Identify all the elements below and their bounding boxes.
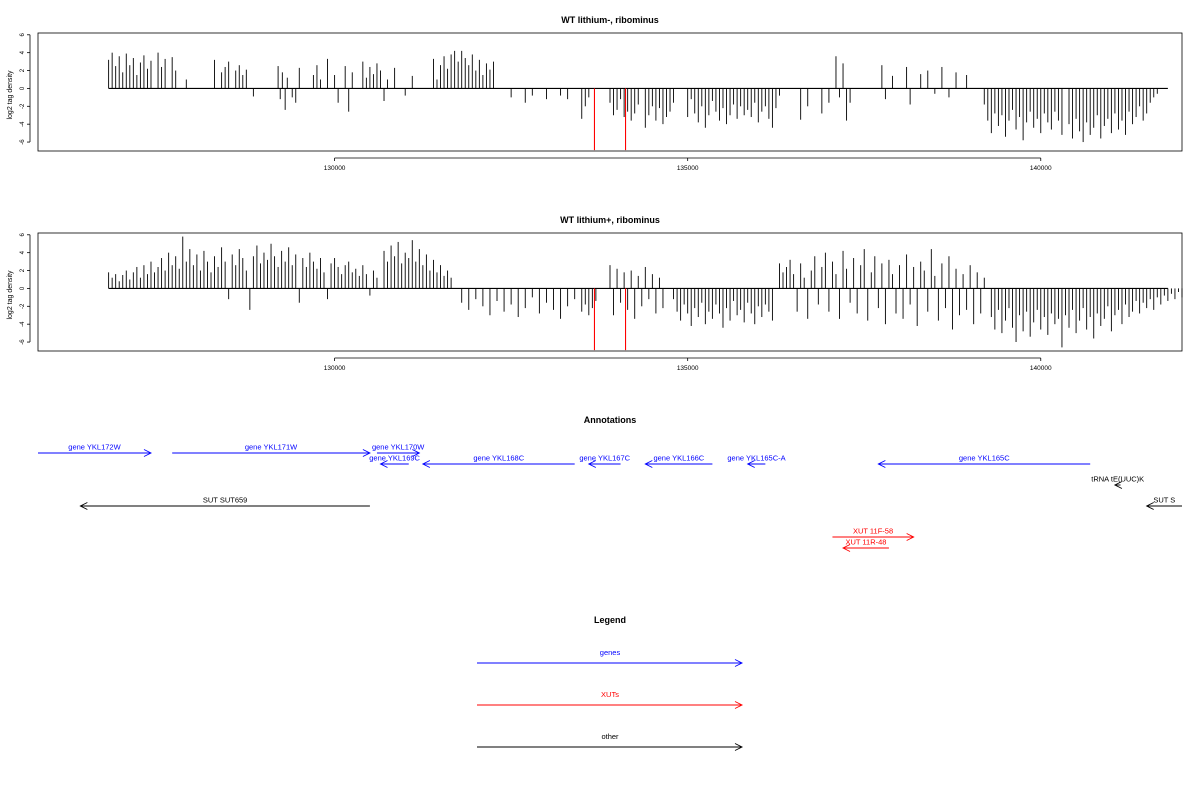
y-tick-label: 6 — [20, 232, 26, 236]
y-tick-label: -6 — [20, 139, 26, 145]
y-axis: -6 -4 -2 0 2 4 6 — [20, 232, 31, 345]
plot-frame — [37, 32, 1183, 152]
panel-title: WT lithium+, ribominus — [560, 215, 660, 225]
legend-label: XUTs — [601, 690, 619, 699]
feature-arrow — [1113, 481, 1123, 489]
plot-frame — [37, 232, 1183, 352]
x-tick-label: 130000 — [324, 365, 346, 372]
feature-label: gene YKL172W — [68, 443, 121, 452]
y-tick-label: 0 — [20, 86, 26, 90]
y-tick-label: 2 — [20, 68, 26, 72]
panel-title: WT lithium-, ribominus — [561, 15, 659, 25]
feature-label: XUT 11F-58 — [853, 527, 893, 536]
feature-arrow — [172, 449, 371, 457]
bar-marks — [108, 50, 1168, 151]
feature-arrow — [877, 460, 1091, 468]
y-axis-label: log2 tag density — [7, 270, 14, 320]
y-tick-label: -6 — [20, 339, 26, 345]
y-tick-label: -4 — [20, 121, 26, 127]
x-axis: 130000 135000 140000 — [324, 357, 1052, 372]
annotations-title: Annotations — [584, 415, 637, 425]
feature-label: SUT SUT659 — [203, 496, 247, 505]
feature-arrow — [421, 460, 575, 468]
feature-label: XUT 11R-48 — [845, 538, 886, 547]
track-panel-lithium-minus: WT lithium-, ribominus log2 tag density … — [7, 15, 1183, 172]
legend-items: genes XUTs other — [477, 648, 744, 751]
feature-arrow — [587, 460, 621, 468]
y-axis-label: log2 tag density — [7, 70, 14, 120]
y-axis: -6 -4 -2 0 2 4 6 — [20, 32, 31, 145]
legend-title: Legend — [594, 615, 626, 625]
x-tick-label: 135000 — [677, 365, 699, 372]
y-tick-label: -2 — [20, 103, 26, 109]
y-tick-label: -4 — [20, 321, 26, 327]
x-tick-label: 130000 — [324, 165, 346, 172]
feature-arrow — [832, 533, 915, 541]
y-tick-label: 2 — [20, 268, 26, 272]
feature-arrow — [644, 460, 713, 468]
feature-marks: gene YKL172W gene YKL171W gene YKL170W gene… — [38, 443, 1182, 552]
x-tick-label: 140000 — [1030, 165, 1052, 172]
feature-arrow — [379, 460, 409, 468]
y-tick-label: 4 — [20, 50, 26, 54]
x-tick-label: 135000 — [677, 165, 699, 172]
feature-label: gene YKL166C — [653, 454, 704, 463]
feature-arrow — [746, 460, 766, 468]
feature-arrow — [1145, 502, 1182, 510]
y-tick-label: 6 — [20, 32, 26, 36]
y-tick-label: -2 — [20, 303, 26, 309]
feature-label: gene YKL167C — [579, 454, 630, 463]
feature-label: gene YKL171W — [245, 443, 298, 452]
legend-arrow — [477, 659, 744, 667]
bar-marks — [108, 236, 1183, 351]
feature-label: gene YKL170W — [372, 443, 425, 452]
x-axis: 130000 135000 140000 — [324, 157, 1052, 172]
x-tick-label: 140000 — [1030, 365, 1052, 372]
legend-panel: Legend genes XUTs other — [477, 615, 744, 751]
feature-arrow — [842, 544, 889, 552]
y-tick-label: 4 — [20, 250, 26, 254]
feature-label: SUT S — [1153, 496, 1175, 505]
feature-label: gene YKL165C-A — [727, 454, 785, 463]
feature-arrow — [38, 449, 152, 457]
feature-arrow — [79, 502, 370, 510]
legend-label: other — [601, 732, 619, 741]
feature-arrow — [376, 449, 421, 457]
annotations-panel: Annotations gene YKL172W gene YKL171W gene… — [38, 415, 1182, 552]
feature-label: tRNA tE(UUC)K — [1091, 475, 1144, 484]
track-panel-lithium-plus: WT lithium+, ribominus log2 tag density … — [7, 215, 1183, 372]
feature-label: gene YKL169C — [369, 454, 420, 463]
legend-arrow — [477, 701, 744, 709]
y-tick-label: 0 — [20, 286, 26, 290]
legend-arrow — [477, 743, 744, 751]
feature-label: gene YKL168C — [473, 454, 524, 463]
feature-label: gene YKL165C — [959, 454, 1010, 463]
legend-label: genes — [600, 648, 621, 657]
